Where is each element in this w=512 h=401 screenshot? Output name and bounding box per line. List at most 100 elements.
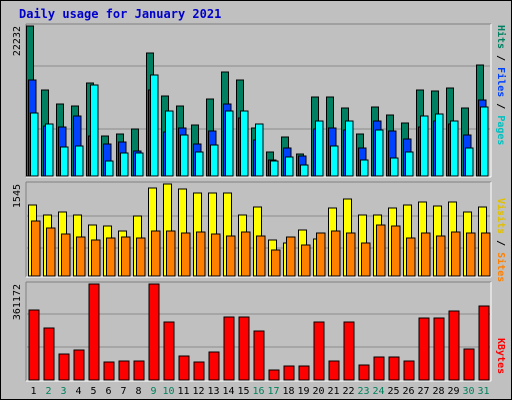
x-tick-label: 26 — [402, 386, 414, 397]
bar-pages — [330, 145, 339, 177]
bar-kbytes — [283, 365, 295, 381]
x-tick-label: 10 — [162, 386, 174, 397]
bar-pages — [195, 151, 204, 177]
bar-kbytes — [73, 349, 85, 381]
bar-sites — [391, 225, 401, 277]
bar-sites — [316, 232, 326, 277]
bar-pages — [420, 115, 429, 177]
bar-sites — [451, 231, 461, 277]
bar-kbytes — [238, 316, 250, 381]
bar-sites — [331, 230, 341, 277]
bar-sites — [211, 233, 221, 277]
bar-pages — [150, 74, 159, 177]
bar-pages — [135, 152, 144, 177]
x-tick-label: 17 — [267, 386, 279, 397]
bar-pages — [285, 156, 294, 177]
legend-hits-files-pages: Hits / Files / Pages — [495, 25, 507, 145]
bar-kbytes — [193, 361, 205, 381]
bar-kbytes — [28, 309, 40, 381]
bar-pages — [450, 120, 459, 177]
bar-kbytes — [463, 348, 475, 381]
bar-sites — [76, 236, 86, 277]
bar-pages — [180, 134, 189, 177]
bar-kbytes — [148, 283, 160, 381]
bar-pages — [300, 164, 309, 177]
legend-hits-files-pages-part: / — [495, 97, 506, 115]
bar-sites — [481, 232, 491, 277]
x-tick-label: 27 — [417, 386, 429, 397]
bar-kbytes — [418, 317, 430, 381]
bar-pages — [405, 151, 414, 177]
bar-sites — [256, 235, 266, 277]
y-axis-max-label: 1545 — [12, 184, 23, 208]
bar-pages — [255, 123, 264, 177]
bar-sites — [46, 227, 56, 277]
x-tick-label: 6 — [105, 386, 111, 397]
x-tick-label: 30 — [462, 386, 474, 397]
bar-kbytes — [268, 369, 280, 381]
bar-pages — [75, 145, 84, 177]
bar-sites — [376, 224, 386, 277]
bar-pages — [60, 146, 69, 177]
bar-pages — [390, 157, 399, 177]
bar-sites — [286, 236, 296, 277]
bar-sites — [421, 232, 431, 277]
x-tick-label: 7 — [120, 386, 126, 397]
x-tick-label: 4 — [75, 386, 81, 397]
bar-kbytes — [178, 355, 190, 381]
bar-pages — [435, 113, 444, 177]
bar-kbytes — [133, 360, 145, 381]
bar-pages — [30, 112, 39, 177]
bar-sites — [151, 230, 161, 277]
bar-sites — [361, 242, 371, 277]
bar-sites — [91, 239, 101, 277]
bar-sites — [466, 232, 476, 277]
x-tick-label: 21 — [327, 386, 339, 397]
legend-visits-sites-part: Sites — [495, 252, 507, 282]
bar-pages — [120, 152, 129, 177]
bar-sites — [301, 244, 311, 277]
bar-kbytes — [358, 364, 370, 381]
x-tick-label: 3 — [60, 386, 66, 397]
bar-pages — [165, 110, 174, 177]
bar-sites — [271, 249, 281, 277]
bar-pages — [210, 144, 219, 177]
bar-pages — [360, 159, 369, 177]
bar-pages — [105, 160, 114, 177]
legend-visits-sites: Visits / Sites — [495, 198, 507, 282]
y-axis-max-label: 361172 — [12, 284, 23, 320]
bar-kbytes — [103, 361, 115, 381]
bar-sites — [436, 235, 446, 277]
bar-pages — [315, 120, 324, 177]
legend-hits-files-pages-part: Hits — [495, 25, 507, 49]
legend-visits-sites-part: / — [495, 234, 506, 252]
bar-pages — [240, 110, 249, 177]
bar-sites — [406, 237, 416, 277]
bar-sites — [121, 236, 131, 277]
x-tick-label: 31 — [477, 386, 489, 397]
x-tick-label: 25 — [387, 386, 399, 397]
bar-kbytes — [343, 321, 355, 381]
bar-kbytes — [373, 356, 385, 381]
x-tick-label: 1 — [30, 386, 36, 397]
x-tick-label: 11 — [177, 386, 189, 397]
x-tick-label: 20 — [312, 386, 324, 397]
x-tick-label: 22 — [342, 386, 354, 397]
bar-kbytes — [208, 351, 220, 381]
bar-kbytes — [163, 321, 175, 381]
chart-title: Daily usage for January 2021 — [19, 7, 222, 21]
bar-pages — [90, 84, 99, 177]
x-tick-label: 8 — [135, 386, 141, 397]
bar-kbytes — [448, 310, 460, 381]
x-tick-label: 16 — [252, 386, 264, 397]
x-tick-label: 19 — [297, 386, 309, 397]
bar-sites — [106, 237, 116, 277]
x-tick-label: 18 — [282, 386, 294, 397]
bar-kbytes — [478, 305, 490, 381]
bar-kbytes — [313, 321, 325, 381]
bar-sites — [226, 235, 236, 277]
x-tick-label: 9 — [150, 386, 156, 397]
legend-kbytes-part: KBytes — [495, 338, 506, 374]
